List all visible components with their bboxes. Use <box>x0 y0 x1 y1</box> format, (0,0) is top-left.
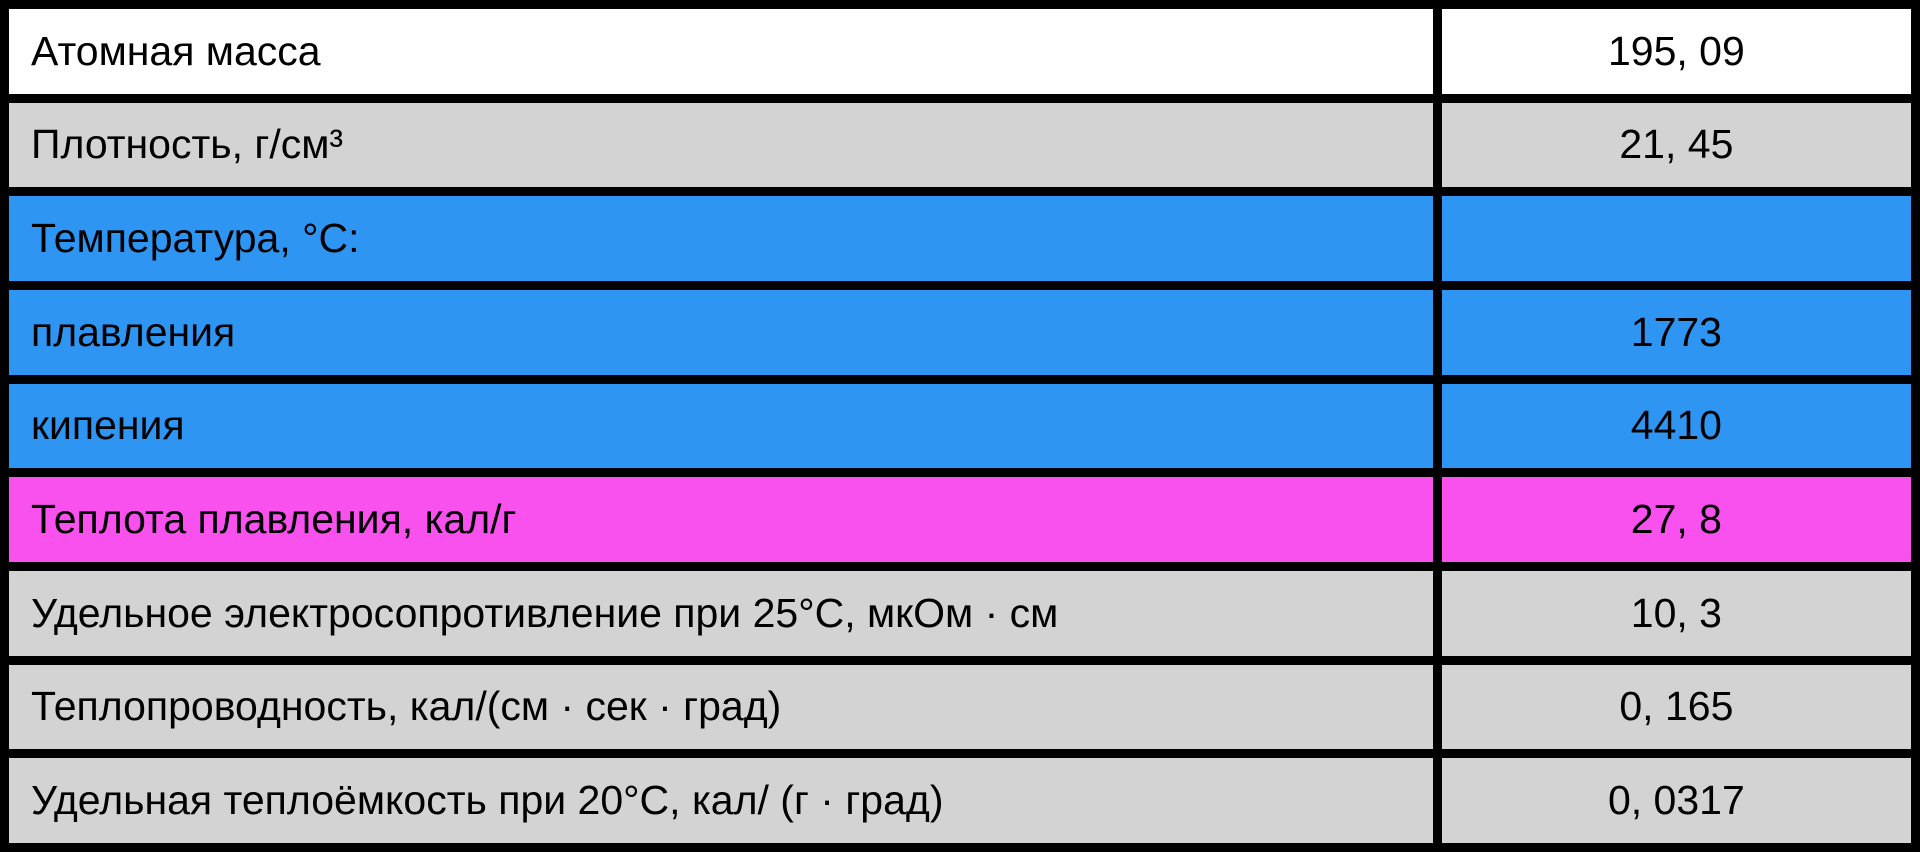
property-value-cell: 195, 09 <box>1432 0 1920 103</box>
property-value-cell <box>1432 187 1920 290</box>
property-label-cell: Теплопроводность, кал/(см · сек · град) <box>0 655 1442 759</box>
property-value-cell: 1773 <box>1432 280 1920 384</box>
table-row: Удельная теплоёмкость при 20°С, кал/ (г … <box>0 749 1920 852</box>
property-label-cell: Плотность, г/см³ <box>0 93 1442 197</box>
table-row: Атомная масса 195, 09 <box>0 0 1920 103</box>
property-value-cell: 0, 0317 <box>1432 749 1920 852</box>
table-row: кипения 4410 <box>0 374 1920 478</box>
table-row: Теплота плавления, кал/г 27, 8 <box>0 468 1920 571</box>
table-row: Теплопроводность, кал/(см · сек · град) … <box>0 655 1920 759</box>
property-label-cell: плавления <box>0 280 1442 384</box>
property-label-cell: Температура, °С: <box>0 187 1442 290</box>
property-value-cell: 21, 45 <box>1432 93 1920 197</box>
table-row: Плотность, г/см³ 21, 45 <box>0 93 1920 197</box>
property-label-cell: Атомная масса <box>0 0 1442 103</box>
property-label-cell: Удельное электросопротивление при 25°С, … <box>0 561 1442 665</box>
table-row: плавления 1773 <box>0 280 1920 384</box>
property-value-cell: 4410 <box>1432 374 1920 478</box>
table-row: Удельное электросопротивление при 25°С, … <box>0 561 1920 665</box>
property-value-cell: 27, 8 <box>1432 468 1920 571</box>
property-label-cell: Теплота плавления, кал/г <box>0 468 1442 571</box>
table-row: Температура, °С: <box>0 187 1920 290</box>
property-label-cell: кипения <box>0 374 1442 478</box>
property-value-cell: 10, 3 <box>1432 561 1920 665</box>
property-label-cell: Удельная теплоёмкость при 20°С, кал/ (г … <box>0 749 1442 852</box>
property-value-cell: 0, 165 <box>1432 655 1920 759</box>
